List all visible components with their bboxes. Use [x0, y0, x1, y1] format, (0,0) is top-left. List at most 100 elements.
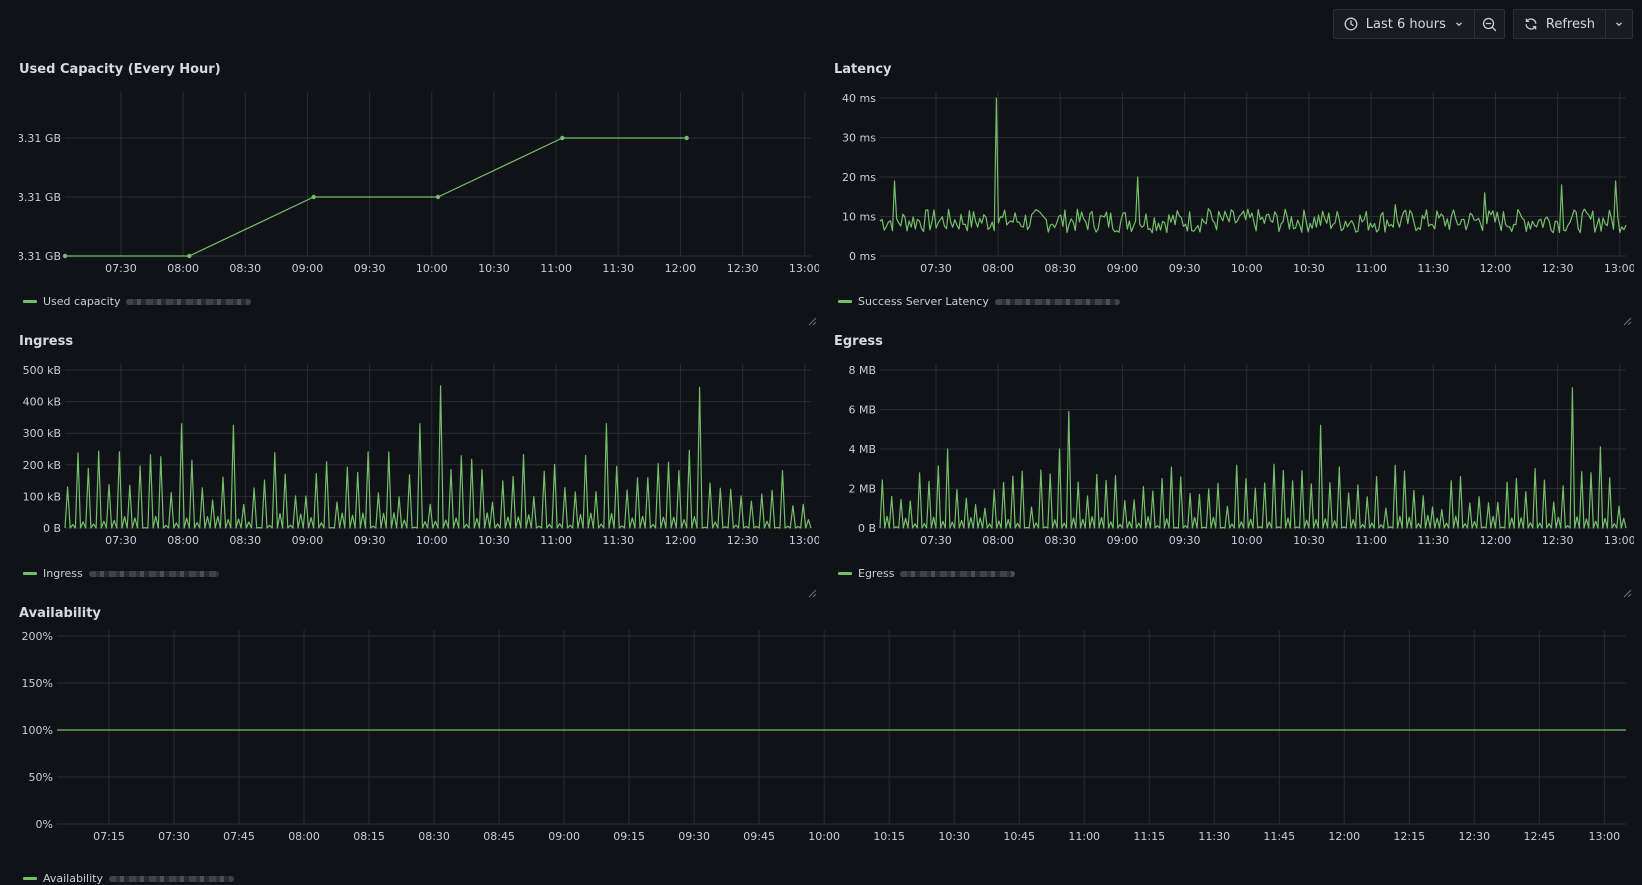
x-tick-label: 09:00: [292, 534, 324, 547]
resize-handle-icon[interactable]: [808, 583, 817, 598]
y-tick-label: 500 kB: [23, 364, 61, 377]
used-capacity-chart[interactable]: 3.31 GB 3.31 GB 3.31 GB 07:30 08:00 08:30 09:0…: [19, 84, 819, 294]
legend-label: Egress: [858, 567, 895, 580]
legend-label: Used capacity: [43, 295, 121, 308]
x-tick-label: 11:30: [1198, 830, 1230, 843]
x-tick-label: 12:30: [1542, 534, 1574, 547]
x-tick-label: 07:30: [105, 262, 137, 275]
legend-item[interactable]: Success Server Latency: [838, 295, 1120, 308]
x-tick-label: 13:00: [789, 534, 819, 547]
x-tick-label: 09:15: [613, 830, 645, 843]
legend-label: Ingress: [43, 567, 83, 580]
x-tick-label: 12:30: [1458, 830, 1490, 843]
y-tick-label: 8 MB: [848, 364, 876, 377]
availability-chart[interactable]: 0% 50% 100% 150% 200% 07:15 07:30 07:45 08:00 08:…: [19, 628, 1634, 874]
x-tick-label: 11:15: [1133, 830, 1165, 843]
panel-title: Used Capacity (Every Hour): [19, 62, 221, 77]
x-tick-label: 10:30: [478, 534, 510, 547]
x-tick-label: 10:00: [1231, 534, 1263, 547]
x-tick-label: 09:30: [1169, 534, 1201, 547]
refresh-interval-dropdown[interactable]: [1606, 9, 1633, 39]
y-tick-label: 150%: [22, 677, 53, 690]
legend-item[interactable]: Ingress: [23, 567, 219, 580]
zoom-out-button[interactable]: [1474, 9, 1505, 39]
x-tick-label: 09:00: [292, 262, 324, 275]
x-tick-label: 08:45: [483, 830, 515, 843]
x-tick-label: 11:30: [602, 262, 634, 275]
chevron-down-icon: [1614, 19, 1624, 29]
x-tick-label: 09:00: [1107, 262, 1139, 275]
x-tick-label: 08:00: [167, 534, 199, 547]
x-tick-label: 13:00: [1604, 534, 1634, 547]
x-tick-label: 07:30: [920, 534, 952, 547]
x-tick-label: 10:30: [938, 830, 970, 843]
x-tick-label: 07:15: [93, 830, 125, 843]
redacted-text: [126, 298, 252, 305]
x-tick-label: 13:00: [1604, 262, 1634, 275]
x-tick-label: 08:30: [229, 262, 261, 275]
refresh-button[interactable]: Refresh: [1512, 9, 1606, 39]
x-tick-label: 11:30: [1417, 534, 1449, 547]
time-range-picker[interactable]: Last 6 hours: [1332, 9, 1475, 39]
y-tick-label: 300 kB: [23, 427, 61, 440]
resize-handle-icon[interactable]: [1623, 583, 1632, 598]
redacted-text: [994, 298, 1120, 305]
y-tick-label: 20 ms: [842, 171, 876, 184]
x-tick-label: 09:30: [678, 830, 710, 843]
time-range-label: Last 6 hours: [1365, 16, 1446, 32]
x-tick-label: 10:00: [1231, 262, 1263, 275]
x-tick-label: 11:30: [1417, 262, 1449, 275]
x-tick-label: 12:45: [1523, 830, 1555, 843]
x-tick-label: 13:00: [1588, 830, 1620, 843]
legend-item[interactable]: Egress: [838, 567, 1016, 580]
latency-chart[interactable]: 0 ms 10 ms 20 ms 30 ms 40 ms 07:30 08:00 08:30 0…: [834, 84, 1634, 294]
x-tick-label: 10:30: [1293, 262, 1325, 275]
x-tick-label: 11:00: [1355, 534, 1387, 547]
y-tick-label: 0%: [36, 818, 53, 831]
data-point: [311, 194, 316, 200]
ingress-panel: Ingress 0 B 100 kB 200 kB 300 kB 400 kB 500 k…: [19, 334, 819, 598]
x-tick-label: 07:30: [158, 830, 190, 843]
x-tick-label: 08:30: [1044, 262, 1076, 275]
x-tick-label: 12:00: [1328, 830, 1360, 843]
legend-color-swatch: [23, 572, 37, 575]
x-tick-label: 08:00: [288, 830, 320, 843]
x-tick-label: 10:45: [1003, 830, 1035, 843]
x-tick-label: 07:30: [105, 534, 137, 547]
legend-item[interactable]: Used capacity: [23, 295, 252, 308]
egress-chart[interactable]: 0 B 2 MB 4 MB 6 MB 8 MB 07:30 08:00 08:30 09:00 0…: [834, 356, 1634, 566]
resize-handle-icon[interactable]: [808, 311, 817, 326]
y-tick-label: 30 ms: [842, 132, 876, 145]
refresh-group: Refresh: [1512, 9, 1633, 39]
x-tick-label: 13:00: [789, 262, 819, 275]
y-tick-label: 0 B: [858, 522, 876, 535]
x-tick-label: 12:30: [727, 534, 759, 547]
data-point: [435, 194, 441, 200]
zoom-out-icon: [1482, 17, 1497, 32]
availability-panel: Availability 0% 50% 100% 150% 200% 07:15 07:30…: [19, 606, 1634, 885]
x-tick-label: 10:30: [1293, 534, 1325, 547]
x-tick-label: 12:30: [727, 262, 759, 275]
x-tick-label: 08:30: [229, 534, 261, 547]
y-tick-label: 10 ms: [842, 211, 876, 224]
x-tick-label: 11:00: [540, 534, 572, 547]
x-tick-label: 11:00: [1068, 830, 1100, 843]
redacted-text: [900, 570, 1016, 577]
panel-title: Egress: [834, 334, 883, 349]
x-tick-label: 09:30: [1169, 262, 1201, 275]
x-tick-label: 10:00: [808, 830, 840, 843]
y-tick-label: 0 B: [43, 522, 61, 535]
y-tick-label: 3.31 GB: [19, 250, 61, 263]
x-tick-label: 09:00: [548, 830, 580, 843]
resize-handle-icon[interactable]: [1623, 311, 1632, 326]
y-tick-label: 100%: [22, 724, 53, 737]
panel-title: Latency: [834, 62, 892, 77]
x-tick-label: 12:00: [665, 262, 697, 275]
x-tick-label: 10:30: [478, 262, 510, 275]
legend-item[interactable]: Availability: [23, 872, 234, 885]
ingress-chart[interactable]: 0 B 100 kB 200 kB 300 kB 400 kB 500 kB 07:30 08…: [19, 356, 819, 566]
x-tick-label: 10:15: [873, 830, 905, 843]
x-tick-label: 09:30: [354, 262, 386, 275]
x-tick-label: 08:00: [982, 262, 1014, 275]
x-tick-label: 09:30: [354, 534, 386, 547]
